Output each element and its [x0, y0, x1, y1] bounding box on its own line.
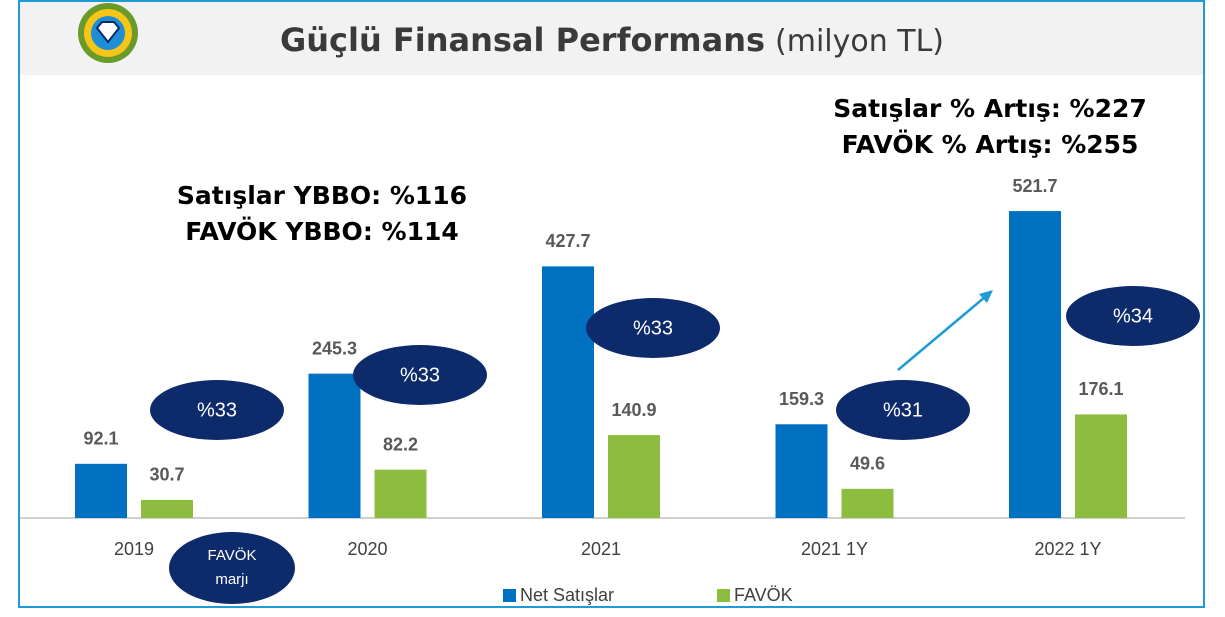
data-label: 427.7 [545, 231, 590, 251]
margin-bubble [150, 380, 284, 440]
arrow-head [979, 290, 993, 303]
margin-bubble [586, 298, 720, 358]
data-label: 92.1 [83, 429, 118, 449]
bar [841, 488, 894, 518]
data-label: 521.7 [1012, 176, 1057, 196]
legend-swatch [717, 589, 730, 602]
data-label: 140.9 [611, 400, 656, 420]
title-main: Güçlü Finansal Performans [280, 21, 765, 59]
margin-bubble [836, 380, 970, 440]
margin-legend-label: marjı [215, 571, 248, 588]
margin-label: %34 [1113, 305, 1153, 327]
annotation: FAVÖK % Artış: %255 [842, 129, 1139, 159]
legend-label: FAVÖK [734, 585, 793, 605]
header-band [20, 2, 1203, 75]
bar [308, 373, 361, 518]
bar [1009, 211, 1061, 518]
x-tick-label: 2020 [347, 539, 387, 559]
x-tick-label: 2022 1Y [1034, 539, 1101, 559]
data-label: 30.7 [149, 465, 184, 485]
margin-bubble [353, 345, 487, 405]
x-tick-label: 2019 [114, 539, 154, 559]
margin-legend-label: FAVÖK [208, 546, 257, 564]
diamond-icon [78, 3, 138, 63]
legend-swatch [503, 589, 516, 602]
bar [775, 424, 828, 518]
annotation: FAVÖK YBBO: %114 [185, 216, 459, 246]
chart-title: Güçlü Finansal Performans (milyon TL) [280, 21, 944, 59]
annotation: Satışlar % Artış: %227 [833, 94, 1147, 123]
margin-label: %33 [633, 317, 673, 339]
data-label: 49.6 [850, 454, 885, 474]
bar [374, 469, 427, 518]
margin-bubble [1066, 286, 1200, 346]
legend-label: Net Satışlar [520, 585, 614, 605]
margin-label: %33 [197, 399, 237, 421]
margin-label: %33 [400, 364, 440, 386]
data-label: 245.3 [312, 338, 357, 358]
bar [1075, 414, 1127, 518]
title-unit: (milyon TL) [775, 24, 944, 59]
x-tick-label: 2021 [581, 539, 621, 559]
bar [75, 463, 127, 518]
x-tick-label: 2021 1Y [801, 539, 868, 559]
data-label: 176.1 [1078, 379, 1123, 399]
data-label: 159.3 [779, 389, 824, 409]
bar [608, 435, 660, 518]
annotation: Satışlar YBBO: %116 [177, 181, 467, 210]
data-label: 82.2 [383, 434, 418, 454]
margin-legend-bubble [169, 532, 295, 604]
bar [141, 499, 193, 518]
margin-label: %31 [883, 399, 923, 421]
growth-arrow [897, 296, 986, 371]
bar [542, 266, 594, 518]
